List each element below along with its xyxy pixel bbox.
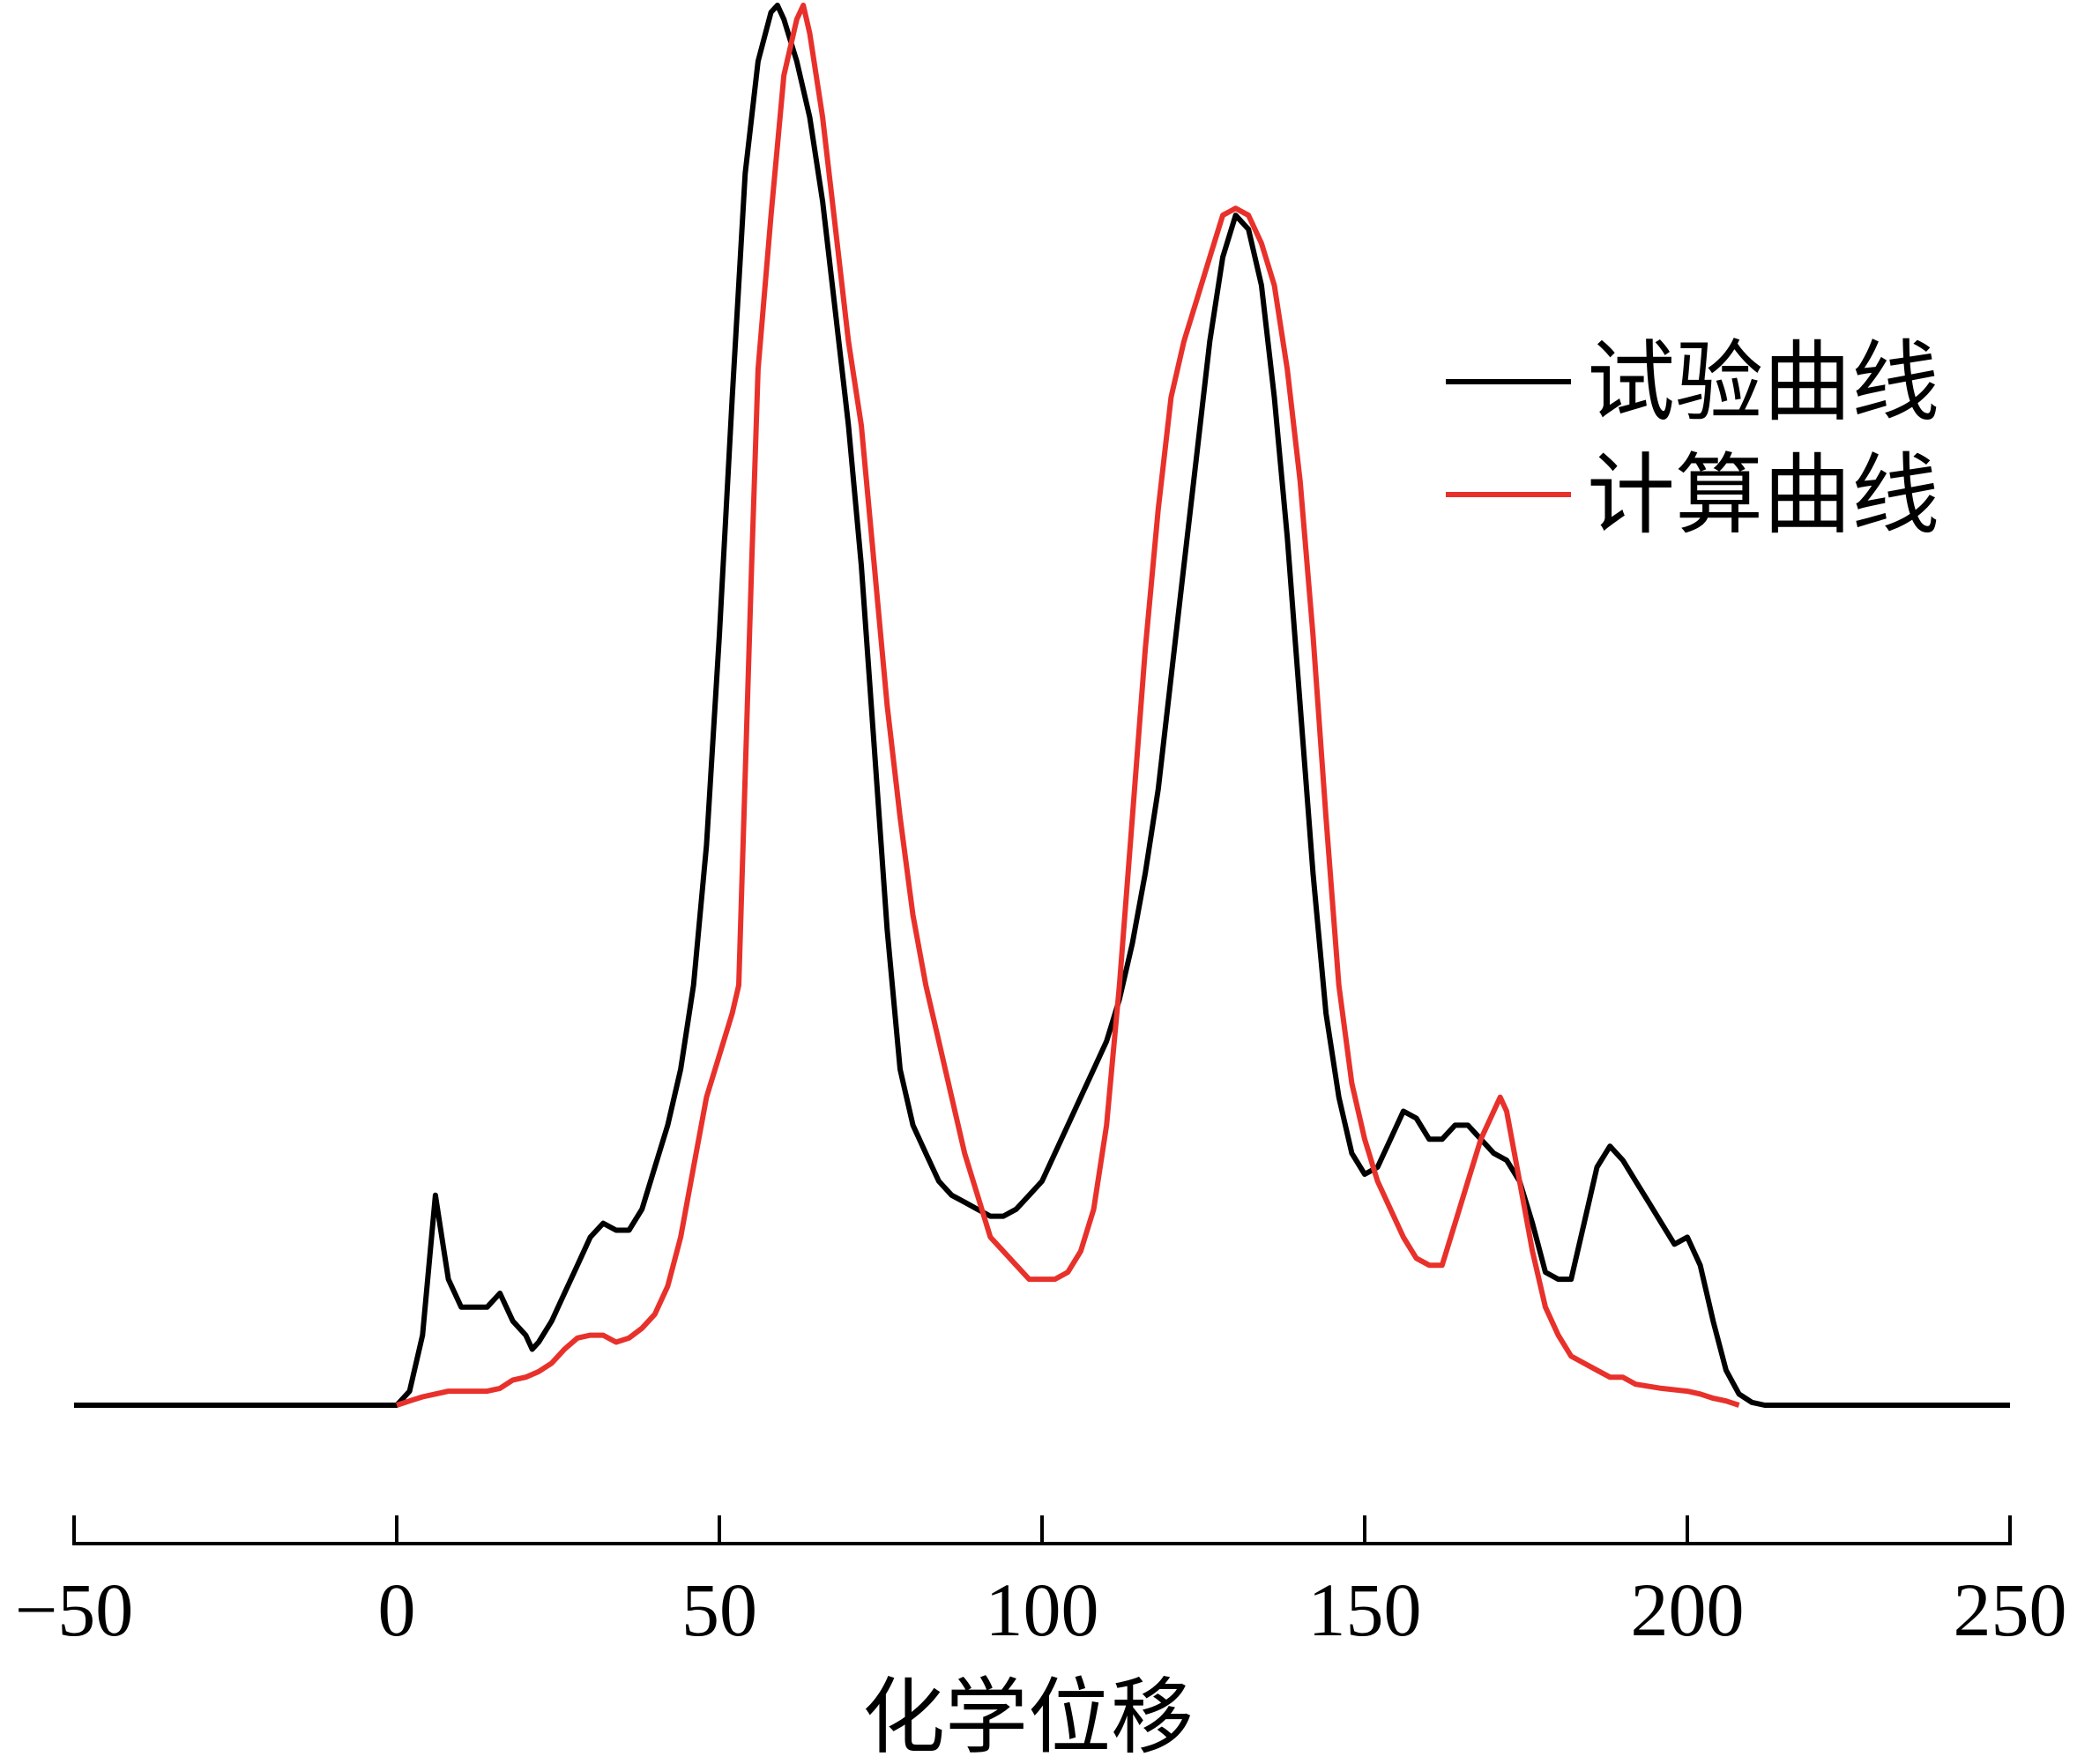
series-line-calculated bbox=[396, 3, 1740, 1408]
legend: 试验曲线 计算曲线 bbox=[1446, 334, 1939, 545]
legend-label-experimental: 试验曲线 bbox=[1587, 334, 1939, 432]
legend-label-calculated: 计算曲线 bbox=[1587, 447, 1939, 545]
series-layer bbox=[74, 3, 2010, 1408]
series-line-experimental bbox=[74, 3, 2010, 1408]
x-axis-ticks: −50 0 50 100 150 200 250 bbox=[15, 1515, 2067, 1652]
x-tick-label: 100 bbox=[986, 1567, 1099, 1652]
x-tick-label: 200 bbox=[1631, 1567, 1745, 1652]
x-tick-label: 50 bbox=[681, 1567, 757, 1652]
x-tick-label: 150 bbox=[1308, 1567, 1422, 1652]
x-tick-label: 250 bbox=[1954, 1567, 2067, 1652]
x-tick-label: −50 bbox=[15, 1567, 134, 1652]
x-tick-label: 0 bbox=[378, 1567, 416, 1652]
x-axis-title: 化学位移 bbox=[862, 1672, 1194, 1764]
